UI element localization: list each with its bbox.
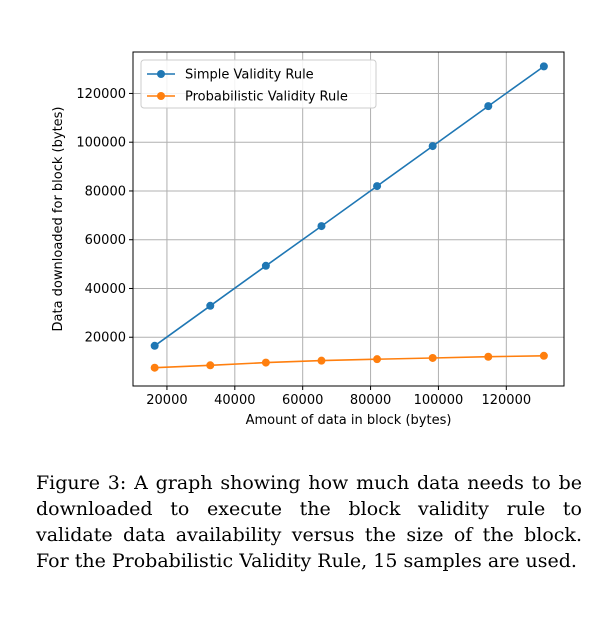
x-tick-label: 60000 — [282, 393, 323, 408]
series-1-point — [484, 102, 493, 111]
y-tick-label: 100000 — [76, 136, 126, 151]
series-1-point — [428, 142, 437, 151]
series-1-line — [154, 65, 545, 347]
series-1-point — [539, 62, 548, 71]
series-2-point — [261, 358, 270, 367]
series-2-point — [150, 363, 159, 372]
series-2-point — [428, 353, 437, 362]
y-tick-label: 80000 — [85, 184, 126, 199]
y-tick-label: 40000 — [85, 282, 126, 297]
legend: Simple Validity Rule Probabilistic Validi… — [140, 59, 377, 109]
plot-frame — [132, 51, 565, 387]
legend-box — [140, 59, 377, 109]
series-2-point — [539, 351, 548, 360]
series-1-point — [206, 301, 215, 310]
y-tick-label: 120000 — [76, 87, 126, 102]
x-tick-label: 20000 — [146, 393, 187, 408]
y-tick-label: 60000 — [85, 233, 126, 248]
series-1-point — [317, 222, 326, 231]
legend-marker-2 — [157, 92, 165, 100]
series-2-point — [373, 355, 382, 364]
x-tick-label: 120000 — [481, 393, 531, 408]
tick-layer: 20000 40000 60000 80000 100000 120000 20000 400… — [76, 87, 531, 408]
x-tick-label: 80000 — [350, 393, 391, 408]
x-tick-label: 100000 — [414, 393, 464, 408]
series-1-point — [373, 182, 382, 191]
y-axis-label: Data downloaded for block (bytes) — [51, 106, 66, 331]
chart: 20000 40000 60000 80000 100000 120000 20000 400… — [51, 51, 565, 428]
series-1-point — [261, 261, 270, 270]
series-2-point — [317, 356, 326, 365]
legend-label-2: Probabilistic Validity Rule — [185, 90, 348, 105]
series-2-point — [206, 361, 215, 370]
series-1-point — [150, 341, 159, 350]
series-layer — [150, 62, 548, 372]
x-axis-label: Amount of data in block (bytes) — [246, 413, 452, 428]
legend-label-1: Simple Validity Rule — [185, 68, 314, 83]
legend-marker-1 — [157, 70, 165, 78]
y-tick-label: 20000 — [85, 331, 126, 346]
figure-caption: Figure 3: A graph showing how much data … — [36, 472, 582, 572]
series-2-point — [484, 352, 493, 361]
x-tick-label: 40000 — [214, 393, 255, 408]
series-2-line — [154, 355, 544, 369]
